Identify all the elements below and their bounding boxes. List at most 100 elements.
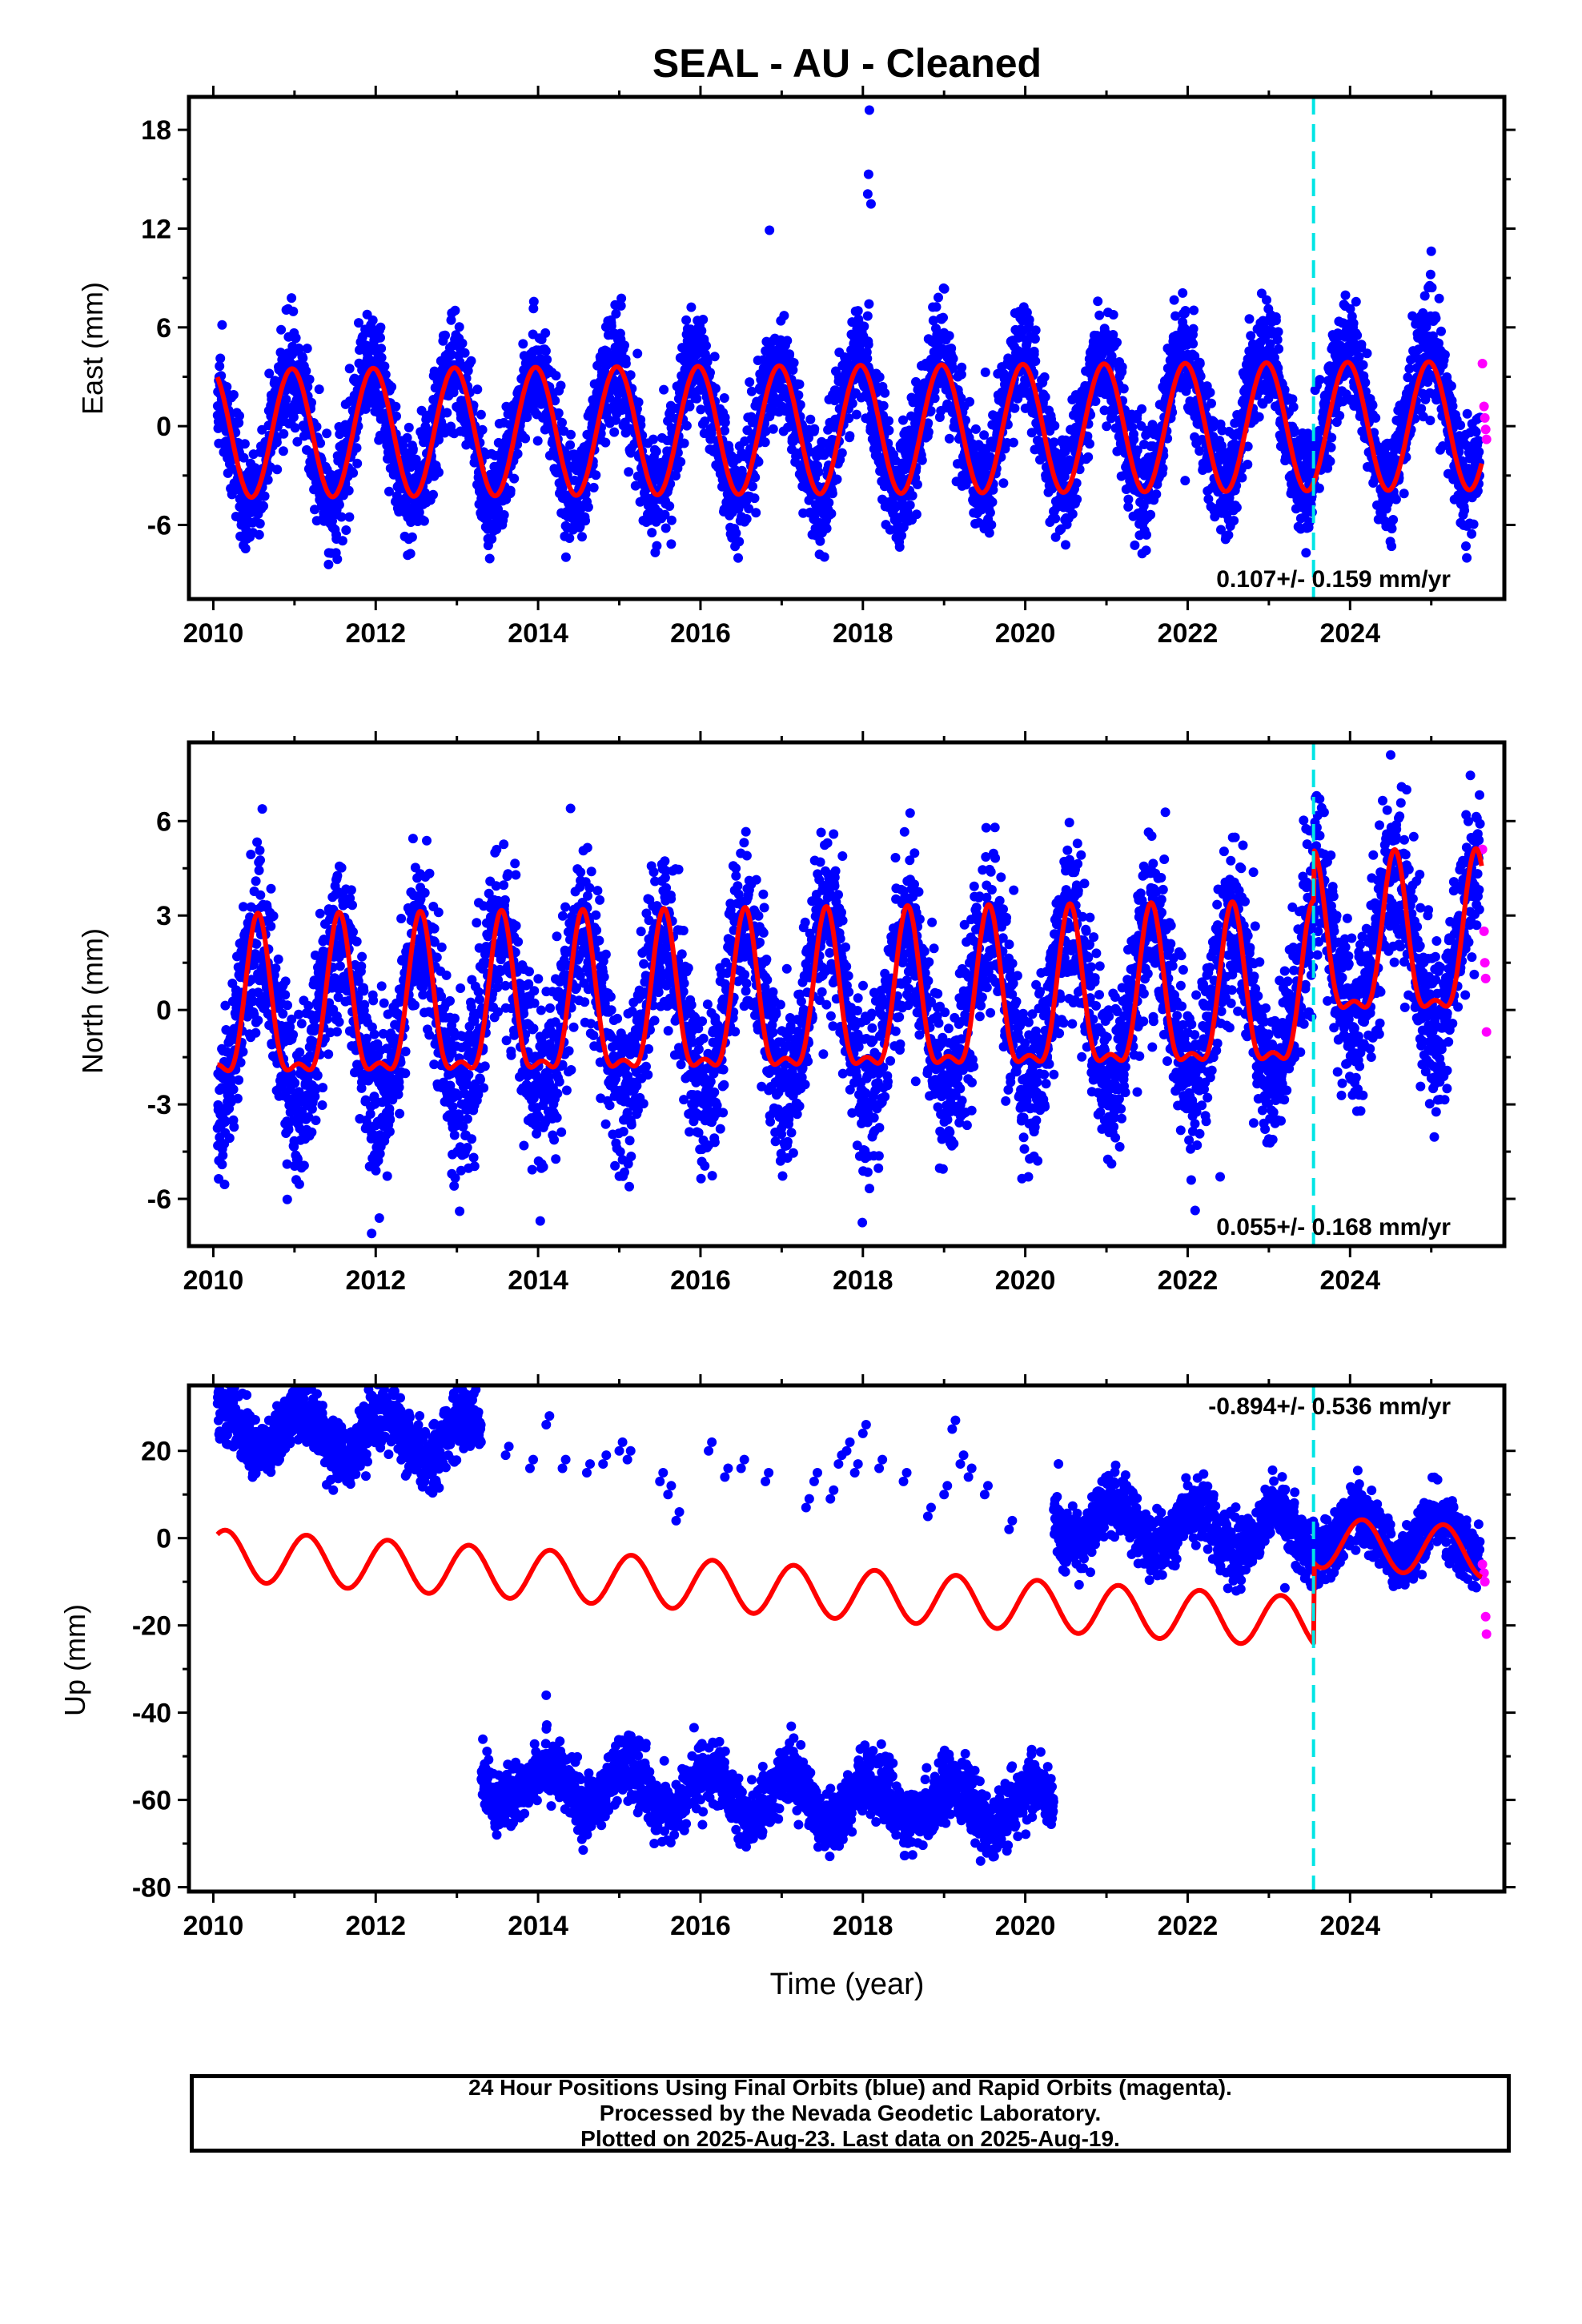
final-orbit-point xyxy=(609,427,620,437)
final-orbit-point xyxy=(923,427,934,437)
final-orbit-point xyxy=(263,475,273,485)
final-orbit-point xyxy=(1083,452,1094,462)
final-orbit-point xyxy=(1195,371,1206,381)
final-orbit-point xyxy=(487,534,497,544)
final-orbit-point xyxy=(1094,310,1105,320)
final-orbit-point xyxy=(1243,460,1253,469)
final-orbit-point xyxy=(923,418,934,428)
final-orbit-point xyxy=(748,481,757,492)
final-orbit-point xyxy=(647,528,657,538)
final-orbit-point xyxy=(984,528,994,538)
final-orbit-point xyxy=(1360,377,1371,388)
final-orbit-point xyxy=(1271,316,1281,326)
final-orbit-point xyxy=(1348,318,1359,328)
final-orbit-point xyxy=(679,438,689,448)
final-orbit-point xyxy=(853,306,863,316)
final-orbit-point xyxy=(276,324,287,335)
final-orbit-point xyxy=(1207,398,1216,408)
final-orbit-point xyxy=(671,471,681,481)
final-orbit-point xyxy=(702,356,713,367)
final-orbit-point xyxy=(540,346,551,356)
final-orbit-point xyxy=(279,428,289,439)
final-orbit-point xyxy=(1288,402,1299,412)
final-orbit-point xyxy=(633,397,644,408)
final-orbit-point xyxy=(344,512,355,522)
final-orbit-point xyxy=(288,306,299,316)
final-orbit-point xyxy=(420,488,430,498)
final-orbit-point xyxy=(322,428,332,439)
final-orbit-point xyxy=(880,388,890,398)
final-orbit-point xyxy=(315,438,326,448)
final-orbit-point xyxy=(1180,306,1191,316)
final-orbit-point xyxy=(1093,296,1103,307)
final-orbit-point xyxy=(542,355,552,364)
final-orbit-point xyxy=(1289,424,1299,435)
final-orbit-point xyxy=(1367,400,1378,411)
final-orbit-point xyxy=(215,361,225,372)
final-orbit-point xyxy=(1108,310,1118,320)
final-orbit-point xyxy=(351,443,362,453)
final-orbit-point xyxy=(815,536,825,546)
final-orbit-point xyxy=(334,500,344,510)
final-orbit-point xyxy=(303,382,313,392)
final-orbit-point xyxy=(419,516,429,526)
final-orbit-point xyxy=(1358,360,1368,370)
final-orbit-point xyxy=(591,470,601,480)
final-orbit-point xyxy=(625,370,636,380)
final-orbit-point xyxy=(1244,314,1255,324)
final-orbit-point xyxy=(1130,540,1140,550)
final-orbit-point xyxy=(466,356,476,366)
final-orbit-point xyxy=(720,417,730,428)
final-orbit-point xyxy=(1237,472,1247,483)
final-orbit-point xyxy=(620,359,631,368)
final-orbit-point xyxy=(760,437,770,448)
final-orbit-point xyxy=(897,530,907,541)
final-orbit-point xyxy=(354,318,363,328)
final-orbit-point xyxy=(448,388,459,398)
final-orbit-point xyxy=(344,364,355,374)
final-orbit-point xyxy=(701,340,711,351)
final-orbit-point xyxy=(1146,509,1156,520)
final-orbit-point xyxy=(1189,305,1199,316)
final-orbit-point xyxy=(1141,545,1151,556)
final-orbit-point xyxy=(301,366,311,376)
final-orbit-point xyxy=(556,380,566,391)
final-orbit-point xyxy=(576,504,586,514)
final-orbit-point xyxy=(985,508,995,518)
final-orbit-point xyxy=(1129,434,1139,444)
final-orbit-point xyxy=(979,430,990,440)
final-orbit-point xyxy=(234,418,244,428)
final-orbit-point xyxy=(750,472,761,483)
final-orbit-point xyxy=(878,400,889,411)
final-orbit-point xyxy=(1142,529,1151,540)
final-orbit-point xyxy=(367,315,378,325)
final-orbit-point xyxy=(1273,327,1283,337)
final-orbit-point xyxy=(314,384,324,395)
final-orbit-point xyxy=(616,300,626,311)
final-orbit-point xyxy=(259,491,270,501)
final-orbit-point xyxy=(1223,530,1234,541)
final-orbit-point xyxy=(588,482,599,493)
final-orbit-point xyxy=(616,293,627,304)
final-orbit-point xyxy=(794,379,805,389)
final-orbit-point xyxy=(632,348,643,359)
final-orbit-point xyxy=(1151,489,1162,500)
final-orbit-point xyxy=(926,406,936,416)
final-orbit-point xyxy=(709,352,720,362)
final-orbit-point xyxy=(744,504,754,514)
final-orbit-point xyxy=(291,333,301,343)
final-orbit-point xyxy=(376,352,387,363)
final-orbit-point xyxy=(1178,287,1188,298)
final-orbit-point xyxy=(956,393,966,404)
final-orbit-point xyxy=(375,322,386,332)
final-orbit-point xyxy=(477,424,488,435)
final-orbit-point xyxy=(884,416,893,426)
final-orbit-point xyxy=(827,489,837,499)
final-orbit-point xyxy=(235,411,244,421)
final-orbit-point xyxy=(1169,295,1179,305)
final-orbit-point xyxy=(692,393,702,404)
final-orbit-point xyxy=(934,292,943,303)
final-orbit-point xyxy=(804,432,813,443)
final-orbit-point xyxy=(889,503,900,513)
final-orbit-point xyxy=(1371,412,1381,423)
